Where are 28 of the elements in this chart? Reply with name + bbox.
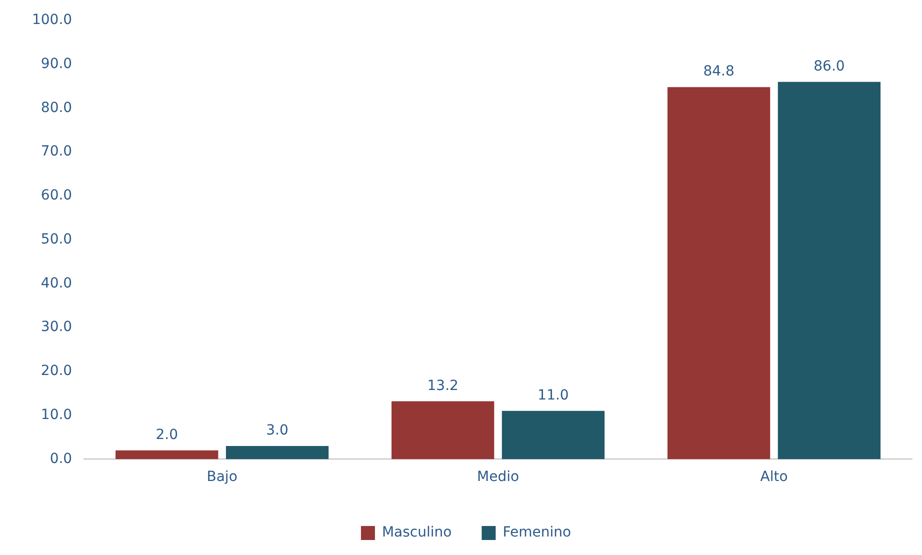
y-tick-label: 100.0: [32, 12, 72, 28]
bar: [667, 87, 770, 460]
y-tick-label: 30.0: [40, 319, 72, 336]
data-label: 86.0: [814, 58, 845, 74]
data-label: 2.0: [156, 427, 178, 444]
data-label: 3.0: [266, 422, 288, 439]
y-tick-label: 70.0: [40, 144, 72, 160]
y-tick-label: 50.0: [40, 231, 72, 248]
legend-label: Femenino: [502, 524, 572, 541]
y-tick-label: 10.0: [40, 406, 72, 423]
x-tick-label: Medio: [477, 469, 520, 486]
bar: [392, 401, 494, 460]
data-label: 13.2: [427, 378, 458, 394]
y-tick-label: 80.0: [40, 100, 72, 116]
data-label: 84.8: [703, 64, 734, 80]
x-tick-label: Alto: [760, 469, 788, 486]
y-tick-label: 90.0: [40, 56, 72, 72]
x-tick-label: Bajo: [206, 469, 238, 486]
bar: [778, 82, 881, 460]
y-tick-label: 60.0: [40, 188, 72, 204]
y-tick-label: 0.0: [50, 450, 72, 467]
bar: [116, 450, 218, 460]
y-tick-label: 40.0: [40, 275, 72, 292]
bar: [502, 410, 605, 460]
legend-label: Masculino: [382, 524, 452, 541]
y-tick-label: 20.0: [40, 363, 72, 380]
data-label: 11.0: [538, 388, 569, 404]
bar: [226, 446, 329, 460]
